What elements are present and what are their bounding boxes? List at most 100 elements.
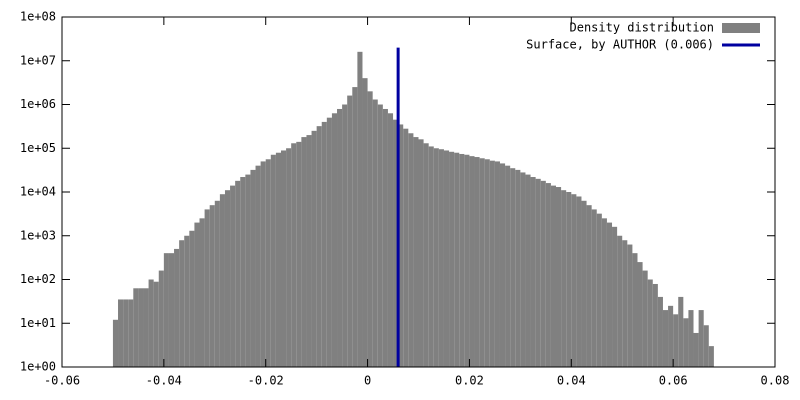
histogram-bar [296,141,302,367]
histogram-bar [657,296,663,367]
histogram-bar [138,288,144,367]
histogram-bar [489,160,495,367]
histogram-bar [372,99,378,367]
y-tick-label: 1e+03 [20,228,56,242]
histogram-bar [708,346,714,367]
histogram-bar [143,288,149,367]
histogram-bar [698,310,704,367]
histogram-bar [612,226,618,367]
histogram-bar [596,213,602,367]
histogram-bar [510,168,516,367]
histogram-bar [158,270,164,367]
histogram-bar [459,153,465,367]
histogram-bar [540,180,546,367]
histogram-bar [632,253,638,367]
histogram-bar [443,150,450,367]
histogram-bar [230,185,236,367]
y-tick-label: 1e+08 [20,10,56,24]
histogram-bar [408,133,414,367]
histogram-bar [484,159,490,367]
histogram-bar [199,218,205,367]
histogram-bar [474,157,480,367]
x-tick-label: -0.02 [248,374,284,388]
x-tick-label: 0.08 [761,374,790,388]
histogram-bar [245,174,251,367]
histogram-bar [174,248,180,367]
histogram-bar [387,113,394,367]
histogram-bar [377,104,383,367]
histogram-bar [647,279,653,367]
histogram-bar [627,244,633,367]
histogram-bar [454,152,460,367]
histogram-bar [255,165,261,367]
histogram-bar [561,190,567,367]
histogram-bar [163,253,169,367]
y-tick-label: 1e+05 [20,141,56,155]
x-tick-label: -0.04 [146,374,182,388]
histogram-bar [652,283,658,367]
histogram-bar [668,305,674,367]
histogram-bar [265,159,271,367]
histogram-bar [622,240,628,367]
histogram-bar [112,319,119,367]
histogram-bar [479,158,485,367]
histogram-bar [204,209,210,367]
histogram-bar [214,200,220,367]
histogram-bar [352,87,358,368]
x-tick-label: -0.06 [44,374,80,388]
y-tick-label: 1e+01 [20,316,56,330]
histogram-bar [662,310,669,367]
histogram-bar [118,299,124,367]
histogram-bar [642,270,648,367]
histogram-bar [347,95,353,367]
histogram-bar [337,108,343,367]
histogram-bar [398,124,404,367]
histogram-bar [535,178,541,367]
histogram-bar [153,281,159,367]
histogram-bar [128,299,134,367]
y-tick-label: 1e+04 [20,185,56,199]
histogram-bar [133,288,139,367]
histogram-bar [148,279,154,367]
histogram-bar [209,205,215,367]
histogram-bar [367,91,373,367]
histogram-bar [591,209,597,367]
histogram-bar [321,121,327,367]
legend-label: Density distribution [570,21,715,35]
histogram-bar [464,154,470,367]
histogram-bar [520,172,526,367]
histogram-bar [703,325,709,367]
histogram-bar [194,222,200,367]
histogram-bar [393,119,399,367]
histogram-bar [382,108,388,367]
histogram-bar [316,126,322,367]
plot-area [112,47,714,368]
histogram-bar [423,143,429,367]
histogram-bar [342,104,348,367]
x-tick-label: 0.02 [455,374,484,388]
histogram-bar [235,180,241,367]
histogram-bar [556,187,562,367]
histogram-bar [357,51,363,367]
histogram-bar [280,150,287,367]
x-tick-label: 0.04 [557,374,586,388]
histogram-bar [469,156,475,367]
histogram-bar [179,240,185,367]
histogram-bar [449,151,455,367]
histogram-bar [123,299,129,367]
histogram-bar [683,318,689,367]
histogram-bar [688,310,694,367]
x-tick-label: 0 [364,374,371,388]
legend-swatch [722,23,760,33]
histogram-bar [576,196,582,367]
histogram-bar [326,117,332,367]
histogram-bar [678,296,684,367]
histogram-bar [505,165,511,367]
histogram-bar [433,148,439,367]
histogram-bar [219,194,225,367]
histogram-bar [550,185,557,367]
histogram-bar [184,235,190,367]
histogram-bar [617,235,623,367]
histogram-bar [494,161,500,367]
